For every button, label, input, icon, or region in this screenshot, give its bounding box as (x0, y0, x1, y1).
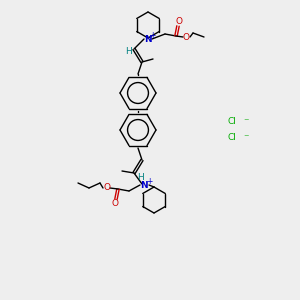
Text: O: O (103, 184, 110, 193)
Text: O: O (112, 200, 118, 208)
Text: Cl: Cl (228, 118, 237, 127)
Text: +: + (149, 31, 156, 40)
Text: O: O (176, 17, 182, 26)
Text: N: N (144, 34, 152, 43)
Text: O: O (182, 32, 190, 41)
Text: ⁻: ⁻ (243, 117, 248, 127)
Text: N: N (140, 181, 148, 190)
Text: ⁻: ⁻ (243, 133, 248, 143)
Text: H: H (126, 46, 132, 56)
Text: Cl: Cl (228, 134, 237, 142)
Text: +: + (146, 178, 152, 187)
Text: H: H (136, 172, 143, 182)
